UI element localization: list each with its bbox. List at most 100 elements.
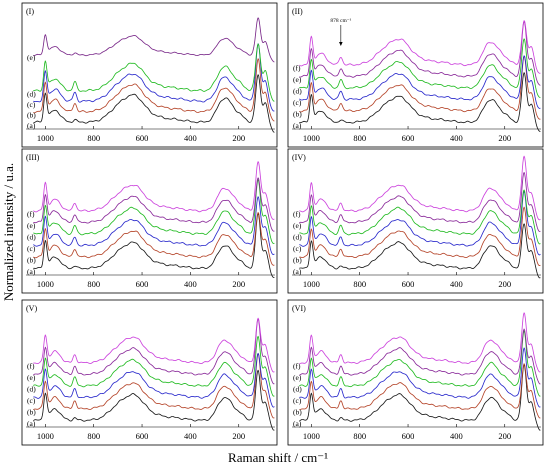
- spectrum-line-c: [299, 347, 541, 408]
- x-tick-label: 1000: [303, 279, 320, 289]
- series-label: (a): [27, 419, 36, 428]
- series-label: (a): [293, 121, 302, 130]
- series-label: (c): [293, 244, 302, 253]
- spectrum-line-d: [299, 330, 541, 397]
- x-tick-label: 600: [136, 279, 149, 289]
- spectrum-line-e: [33, 177, 275, 232]
- x-axis-title: Raman shift / cm⁻¹: [228, 450, 328, 465]
- series-label: (a): [293, 419, 302, 428]
- x-tick-label: 400: [184, 279, 197, 289]
- spectrum-line-a: [299, 364, 541, 431]
- x-tick-label: 1000: [303, 133, 320, 143]
- peak-annotation: 878 cm⁻¹: [330, 18, 351, 24]
- spectrum-line-c: [33, 352, 275, 408]
- series-label: (c): [293, 396, 302, 405]
- panel-frame: [287, 148, 544, 294]
- spectrum-line-b: [33, 353, 275, 419]
- spectrum-line-d: [33, 335, 275, 397]
- x-tick-label: 600: [402, 133, 415, 143]
- panel-5: 1000 800 600 400 200 (VI) (a) (b) (c) (d) (e) (f): [287, 299, 544, 446]
- spectrum-line-a: [33, 369, 275, 431]
- panel-id-label: (I): [26, 7, 34, 16]
- x-tick-label: 1000: [37, 279, 54, 289]
- x-tick-label: 1000: [37, 133, 54, 143]
- panel-2: 1000 800 600 400 200 (III) (a) (b) (c) (d) (e) (f): [21, 148, 278, 294]
- x-tick-label: 800: [87, 133, 100, 143]
- series-label: (b): [27, 408, 36, 417]
- panel-4: 1000 800 600 400 200 (V) (a) (b) (c) (d) (e) (f): [21, 299, 278, 446]
- series-label: (f): [27, 362, 35, 371]
- panel-id-label: (VI): [292, 304, 306, 313]
- x-tick-label: 1000: [303, 431, 320, 441]
- spectrum-line-c: [299, 55, 541, 109]
- spectrum-line-c: [299, 190, 541, 256]
- series-label: (e): [293, 221, 302, 230]
- panel-frame: [287, 2, 544, 148]
- spectrum-line-e: [299, 171, 541, 232]
- spectrum-line-b: [33, 212, 275, 266]
- spectrum-line-c: [33, 196, 275, 256]
- spectrum-line-b: [33, 58, 275, 122]
- series-label: (c): [27, 100, 36, 109]
- series-label: (d): [27, 385, 36, 394]
- series-label: (b): [293, 110, 302, 119]
- x-tick-label: 800: [87, 431, 100, 441]
- series-label: (d): [293, 87, 302, 96]
- panel-id-label: (IV): [292, 153, 306, 162]
- x-tick-label: 800: [353, 431, 366, 441]
- spectrum-line-f: [299, 20, 541, 74]
- panel-id-label: (II): [292, 7, 303, 16]
- x-tick-label: 200: [498, 431, 511, 441]
- series-label: (c): [293, 98, 302, 107]
- x-tick-label: 1000: [37, 431, 54, 441]
- panel-id-label: (V): [26, 304, 37, 313]
- x-tick-label: 600: [402, 279, 415, 289]
- series-label: (b): [27, 111, 36, 120]
- series-label: (b): [27, 256, 36, 265]
- spectrum-line-b: [299, 55, 541, 120]
- spectrum-line-a: [299, 223, 541, 279]
- series-label: (c): [27, 396, 36, 405]
- spectrum-line-e: [33, 318, 275, 385]
- x-tick-label: 400: [450, 431, 463, 441]
- x-tick-label: 600: [402, 431, 415, 441]
- panel-id-label: (III): [26, 153, 40, 162]
- series-label: (e): [27, 53, 36, 62]
- panel-1: 1000 800 600 400 200 (II) (a) (b) (c) (d) (e) (f) 87…: [287, 2, 544, 148]
- x-tick-label: 200: [498, 279, 511, 289]
- spectrum-line-a: [299, 72, 541, 133]
- series-label: (e): [293, 373, 302, 382]
- y-axis-title: Normalized intensity / u.a.: [1, 163, 16, 301]
- panel-3: 1000 800 600 400 200 (IV) (a) (b) (c) (d) (e) (f): [287, 148, 544, 294]
- spectrum-line-f: [299, 155, 541, 221]
- series-label: (e): [27, 373, 36, 382]
- series-label: (f): [293, 210, 301, 219]
- x-tick-label: 600: [136, 431, 149, 441]
- series-label: (d): [27, 90, 36, 99]
- x-tick-label: 400: [184, 431, 197, 441]
- spectrum-line-e: [299, 328, 541, 385]
- spectrum-line-d: [299, 38, 541, 98]
- spectrum-line-b: [299, 363, 541, 419]
- annotation-arrowhead: [339, 42, 343, 46]
- x-tick-label: 400: [450, 279, 463, 289]
- x-tick-label: 800: [87, 279, 100, 289]
- x-tick-label: 600: [136, 133, 149, 143]
- spectrum-line-a: [33, 74, 275, 133]
- x-tick-label: 200: [232, 279, 245, 289]
- series-label: (c): [27, 244, 36, 253]
- series-label: (e): [27, 221, 36, 230]
- x-tick-label: 200: [498, 133, 511, 143]
- series-label: (f): [27, 210, 35, 219]
- series-label: (d): [27, 233, 36, 242]
- series-label: (e): [293, 75, 302, 84]
- x-tick-label: 200: [232, 431, 245, 441]
- spectrum-line-d: [33, 43, 275, 102]
- x-tick-label: 800: [353, 133, 366, 143]
- x-tick-label: 200: [232, 133, 245, 143]
- spectrum-line-e: [299, 20, 541, 86]
- panel-frame: [21, 148, 278, 294]
- spectrum-line-d: [33, 179, 275, 244]
- x-tick-label: 400: [184, 133, 197, 143]
